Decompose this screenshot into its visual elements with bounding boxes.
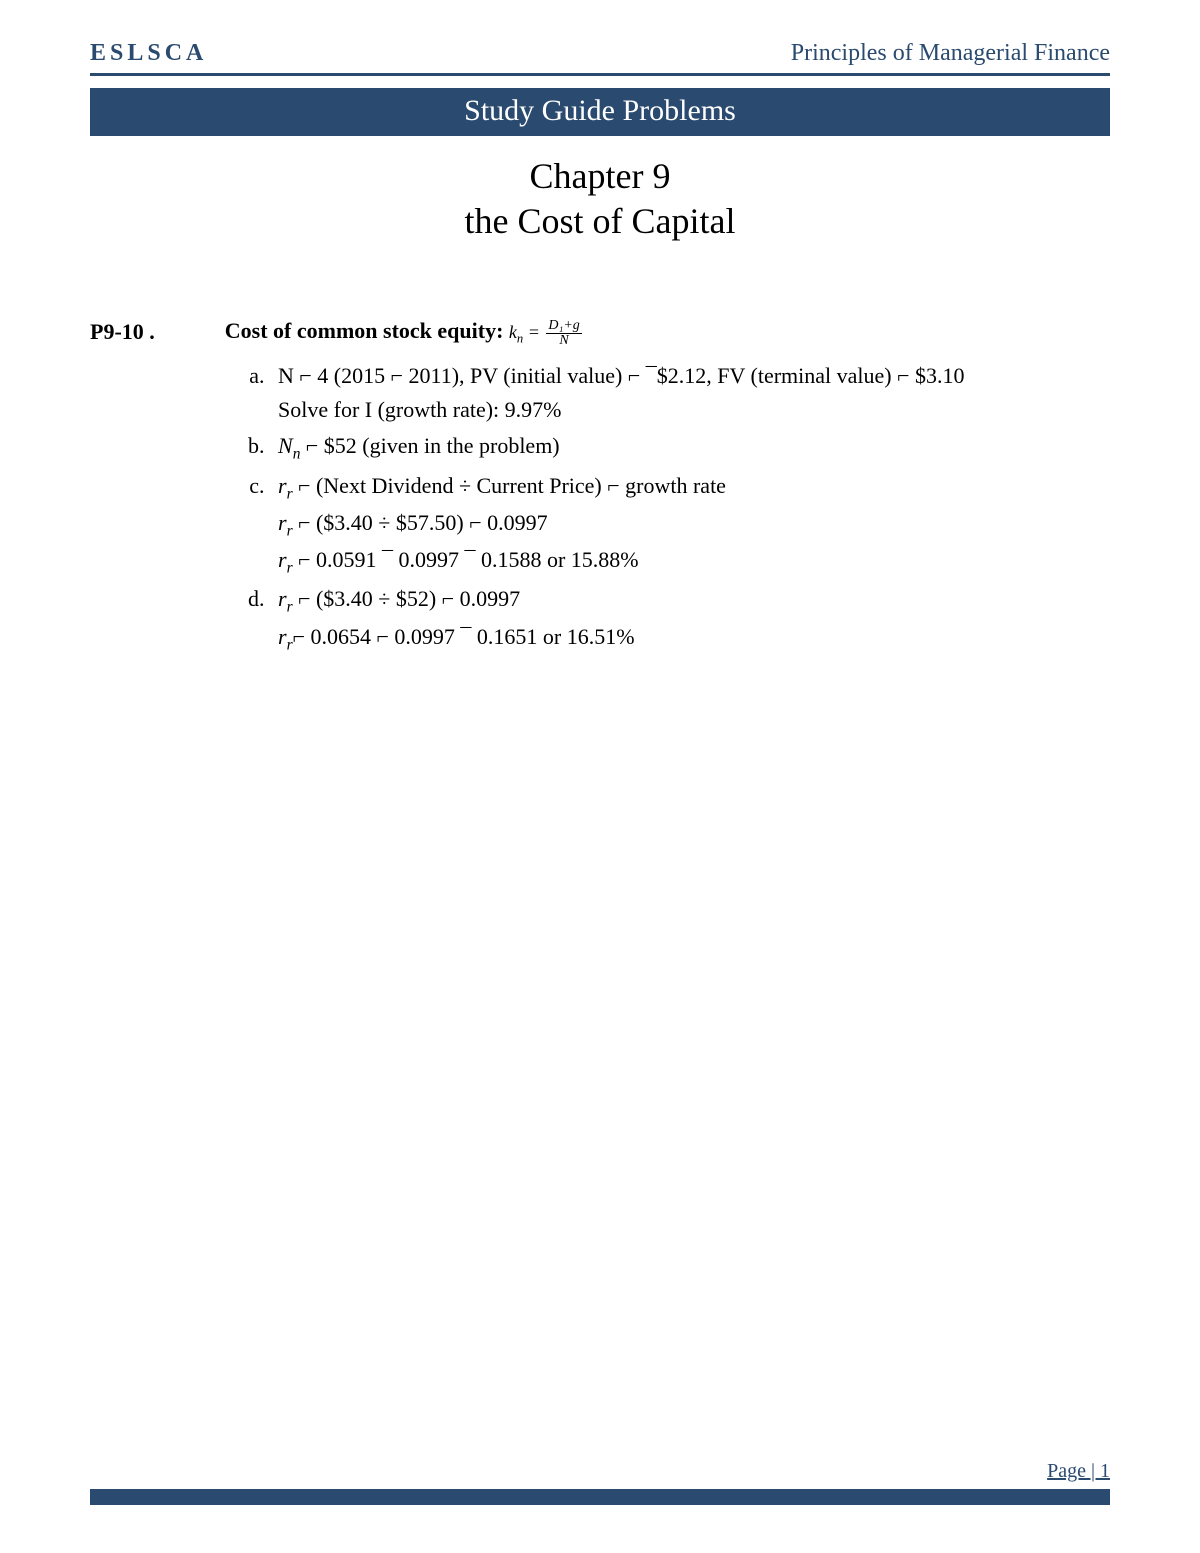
header-right: Principles of Managerial Finance xyxy=(791,40,1110,67)
item-a-line2: Solve for I (growth rate): 9.97% xyxy=(278,393,1110,427)
item-c-l2-var: r xyxy=(278,510,287,535)
item-c-l2-rest: ⌐ ($3.40 ÷ $57.50) ⌐ 0.0997 xyxy=(293,510,548,535)
page-header: ESLSCA Principles of Managerial Finance xyxy=(90,40,1110,76)
item-d-line2: rr⌐ 0.0654 ⌐ 0.0997 ¯ 0.1651 or 16.51% xyxy=(278,620,1110,657)
problem-id: P9-10 . xyxy=(90,315,155,349)
formula-eq: = xyxy=(523,322,544,342)
item-b: Nn ⌐ $52 (given in the problem) xyxy=(270,429,1110,466)
page-footer: Page | 1 xyxy=(90,1460,1110,1505)
item-c-line3: rr ⌐ 0.0591 ¯ 0.0997 ¯ 0.1588 or 15.88% xyxy=(278,543,1110,580)
section-banner: Study Guide Problems xyxy=(90,88,1110,136)
formula-var: k xyxy=(509,322,517,342)
problem-title-text: Cost of common stock equity: xyxy=(225,318,509,343)
item-a-line1: N ⌐ 4 (2015 ⌐ 2011), PV (initial value) … xyxy=(278,359,1110,393)
item-d-l1-var: r xyxy=(278,586,287,611)
item-c-line1: rr ⌐ (Next Dividend ÷ Current Price) ⌐ g… xyxy=(278,469,1110,506)
item-d-l2-rest: ⌐ 0.0654 ⌐ 0.0997 ¯ 0.1651 or 16.51% xyxy=(293,624,635,649)
item-c-l1-var: r xyxy=(278,473,287,498)
document-page: ESLSCA Principles of Managerial Finance … xyxy=(0,0,1200,1553)
item-b-var: N xyxy=(278,433,293,458)
formula-numerator: D₁+g xyxy=(546,319,581,334)
header-left: ESLSCA xyxy=(90,40,207,67)
problem-title: Cost of common stock equity: kn = D₁+gN xyxy=(225,314,582,349)
formula-fraction: D₁+gN xyxy=(546,319,581,348)
formula-denominator: N xyxy=(546,334,581,348)
problem-formula: kn = D₁+gN xyxy=(509,322,582,342)
item-b-rest: ⌐ $52 (given in the problem) xyxy=(300,433,559,458)
item-a: N ⌐ 4 (2015 ⌐ 2011), PV (initial value) … xyxy=(270,359,1110,427)
chapter-line-2: the Cost of Capital xyxy=(90,199,1110,244)
item-c-l3-var: r xyxy=(278,547,287,572)
chapter-title: Chapter 9 the Cost of Capital xyxy=(90,154,1110,244)
item-d-line1: rr ⌐ ($3.40 ÷ $52) ⌐ 0.0997 xyxy=(278,582,1110,619)
item-c-l3-rest: ⌐ 0.0591 ¯ 0.0997 ¯ 0.1588 or 15.88% xyxy=(293,547,639,572)
problem-items: N ⌐ 4 (2015 ⌐ 2011), PV (initial value) … xyxy=(90,359,1110,657)
footer-bar xyxy=(90,1489,1110,1505)
item-d-l1-rest: ⌐ ($3.40 ÷ $52) ⌐ 0.0997 xyxy=(293,586,521,611)
item-d: rr ⌐ ($3.40 ÷ $52) ⌐ 0.0997 rr⌐ 0.0654 ⌐… xyxy=(270,582,1110,657)
item-c-l1-rest: ⌐ (Next Dividend ÷ Current Price) ⌐ grow… xyxy=(293,473,726,498)
item-d-l2-var: r xyxy=(278,624,287,649)
problem-heading: P9-10 . Cost of common stock equity: kn … xyxy=(90,314,1110,349)
item-c-line2: rr ⌐ ($3.40 ÷ $57.50) ⌐ 0.0997 xyxy=(278,506,1110,543)
item-c: rr ⌐ (Next Dividend ÷ Current Price) ⌐ g… xyxy=(270,469,1110,581)
chapter-line-1: Chapter 9 xyxy=(90,154,1110,199)
problem-block: P9-10 . Cost of common stock equity: kn … xyxy=(90,314,1110,657)
page-number: Page | 1 xyxy=(90,1460,1110,1485)
